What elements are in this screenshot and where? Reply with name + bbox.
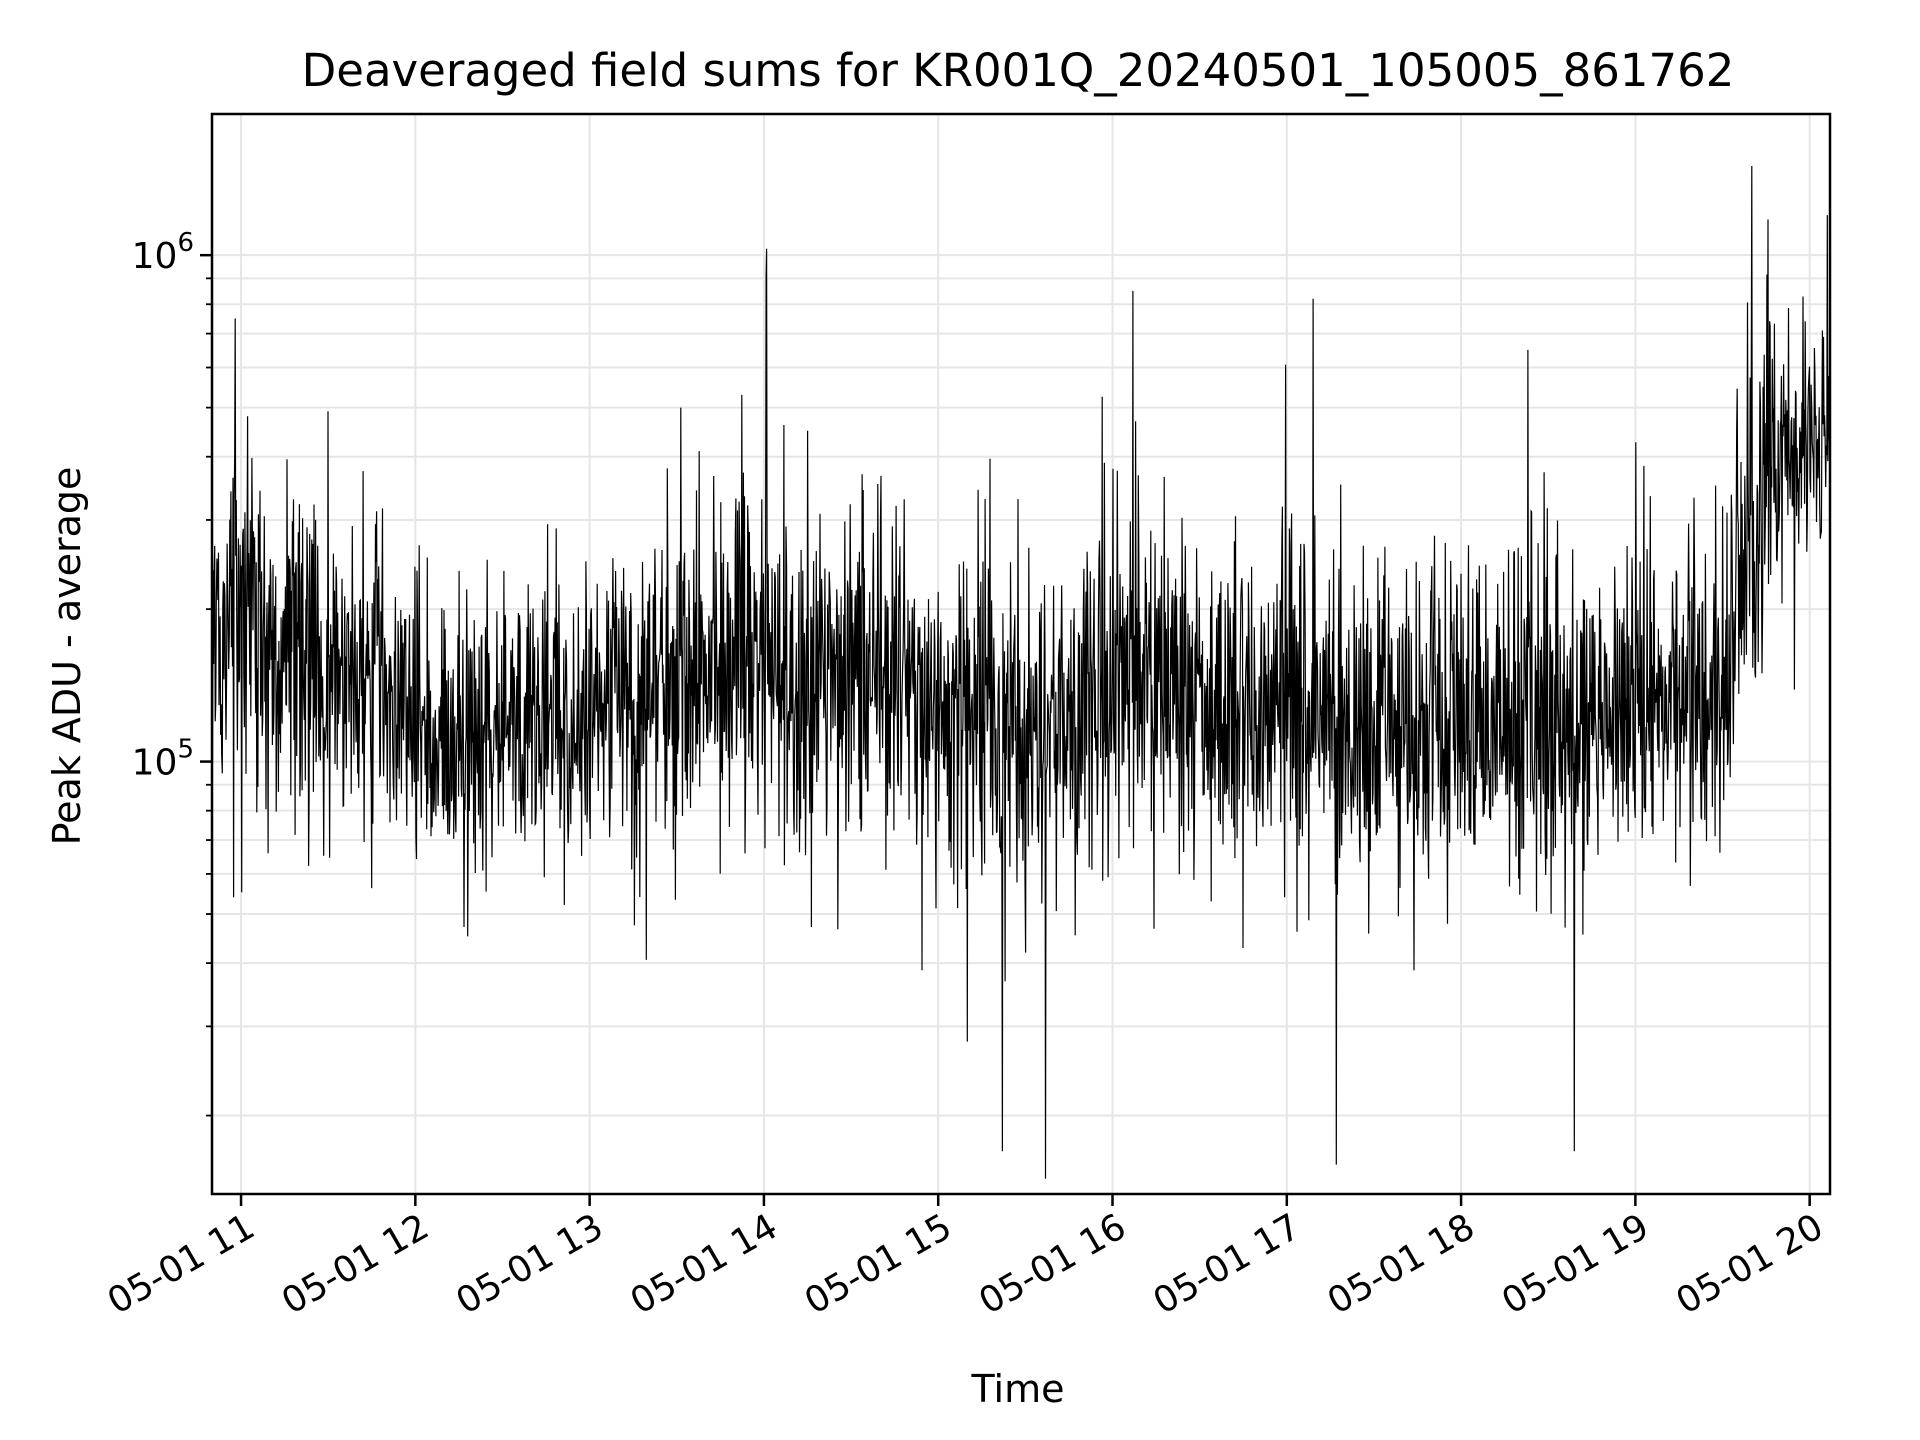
y-axis-label: Peak ADU - average <box>45 467 89 846</box>
plot-frame <box>210 112 1832 1196</box>
chart-title: Deaveraged field sums for KR001Q_2024050… <box>302 44 1735 97</box>
series-layer <box>211 165 1831 1179</box>
y-axis-ticks: 105 106 <box>132 228 212 1117</box>
y-tick-label: 106 <box>132 228 194 277</box>
y-tick-label: 105 <box>132 735 194 784</box>
series-line <box>211 165 1831 1179</box>
x-axis-label: Time <box>971 1367 1065 1411</box>
